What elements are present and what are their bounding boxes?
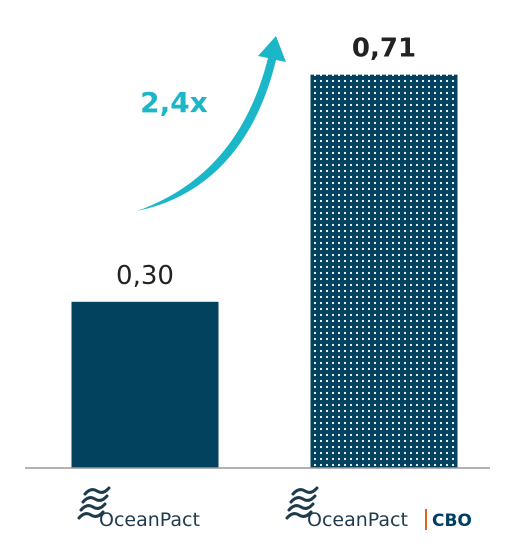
value-label-1: 0,30 bbox=[116, 261, 174, 291]
value-label-2: 0,71 bbox=[352, 34, 416, 64]
oceanpact-waves-icon bbox=[77, 486, 111, 520]
bar-1 bbox=[71, 301, 219, 468]
oceanpact-waves-icon bbox=[285, 486, 319, 520]
growth-annotation: 2,4x bbox=[140, 86, 208, 119]
bar-2 bbox=[310, 74, 458, 468]
category-logo-2: OceanPact CBO bbox=[285, 486, 472, 531]
bars bbox=[71, 74, 458, 468]
category-logos: OceanPact OceanPact CBO bbox=[77, 486, 472, 531]
logo-text-2: OceanPact bbox=[307, 509, 408, 531]
growth-arrow-icon bbox=[137, 36, 286, 211]
logo-text-1: OceanPact bbox=[99, 509, 200, 531]
category-logo-1: OceanPact bbox=[77, 486, 200, 531]
value-labels: 0,30 0,71 bbox=[116, 34, 416, 291]
logo-suffix: CBO bbox=[432, 511, 472, 531]
